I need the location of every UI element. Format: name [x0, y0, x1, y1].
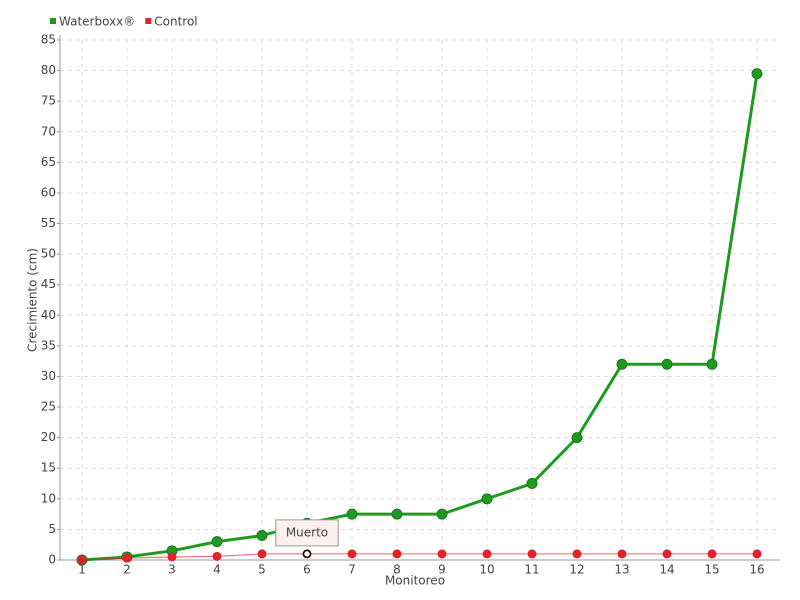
series-line: [81, 73, 759, 562]
data-point: [526, 478, 538, 490]
x-tick-label: 12: [569, 563, 584, 577]
data-point: [77, 555, 87, 565]
x-axis-label: Monitoreo: [385, 574, 445, 588]
x-tick-label: 8: [393, 563, 401, 577]
y-tick-label: 35: [41, 338, 56, 352]
y-tick-label: 30: [41, 369, 56, 383]
y-tick-label: 15: [41, 461, 56, 475]
series-line: [81, 553, 757, 561]
data-point: [482, 549, 492, 559]
data-point: [616, 358, 628, 370]
legend-label: Waterboxx®: [59, 15, 135, 29]
y-tick-label: 50: [41, 247, 56, 261]
x-tick-label: 15: [704, 563, 719, 577]
x-tick-label: 1: [78, 563, 86, 577]
y-tick-label: 60: [41, 185, 56, 199]
data-point: [391, 508, 403, 520]
data-point: [707, 549, 717, 559]
data-point: [527, 549, 537, 559]
data-point: [347, 549, 357, 559]
y-tick-label: 80: [41, 63, 56, 77]
data-point: [257, 549, 267, 559]
y-tick-label: 75: [41, 94, 56, 108]
x-tick-label: 2: [123, 563, 131, 577]
y-tick-label: 85: [41, 33, 56, 47]
y-tick-label: 55: [41, 216, 56, 230]
data-point: [662, 549, 672, 559]
data-point: [256, 530, 268, 542]
y-tick-label: 20: [41, 430, 56, 444]
x-tick-label: 10: [479, 563, 494, 577]
x-tick-label: 5: [258, 563, 266, 577]
x-tick-label: 3: [168, 563, 176, 577]
data-point: [122, 553, 132, 563]
y-axis-label: Crecimiento (cm): [26, 248, 40, 352]
data-point: [212, 551, 222, 561]
data-point: [481, 493, 493, 505]
x-tick-label: 13: [614, 563, 629, 577]
x-tick-label: 9: [438, 563, 446, 577]
data-point: [436, 508, 448, 520]
y-tick-label: 40: [41, 308, 56, 322]
y-tick-label: 65: [41, 155, 56, 169]
data-point: [751, 68, 763, 80]
tooltip: Muerto: [275, 519, 339, 547]
data-point: [752, 549, 762, 559]
data-point: [706, 358, 718, 370]
x-tick-label: 7: [348, 563, 356, 577]
y-tick-label: 10: [41, 491, 56, 505]
x-tick-label: 6: [303, 563, 311, 577]
data-point: [211, 536, 223, 548]
y-tick-label: 25: [41, 400, 56, 414]
tooltip-box: [275, 519, 339, 547]
legend-swatch: [50, 18, 56, 24]
x-tick-label: 14: [659, 563, 674, 577]
data-point: [661, 358, 673, 370]
data-point: [571, 432, 583, 444]
y-tick-label: 45: [41, 277, 56, 291]
highlight-point: [302, 549, 312, 559]
tooltip-text: Muerto: [286, 525, 328, 539]
legend-label: Control: [154, 15, 197, 29]
legend-swatch: [145, 18, 152, 24]
data-point: [437, 549, 447, 559]
x-tick-label: 4: [213, 563, 221, 577]
y-tick-label: 70: [41, 124, 56, 138]
x-tick-label: 11: [524, 563, 539, 577]
data-point: [346, 508, 358, 520]
data-point: [167, 552, 177, 562]
y-tick-label: 5: [48, 522, 56, 536]
data-point: [392, 549, 402, 559]
x-tick-label: 16: [749, 563, 764, 577]
data-point: [572, 549, 582, 559]
y-tick-label: 0: [48, 553, 56, 567]
data-point: [617, 549, 627, 559]
